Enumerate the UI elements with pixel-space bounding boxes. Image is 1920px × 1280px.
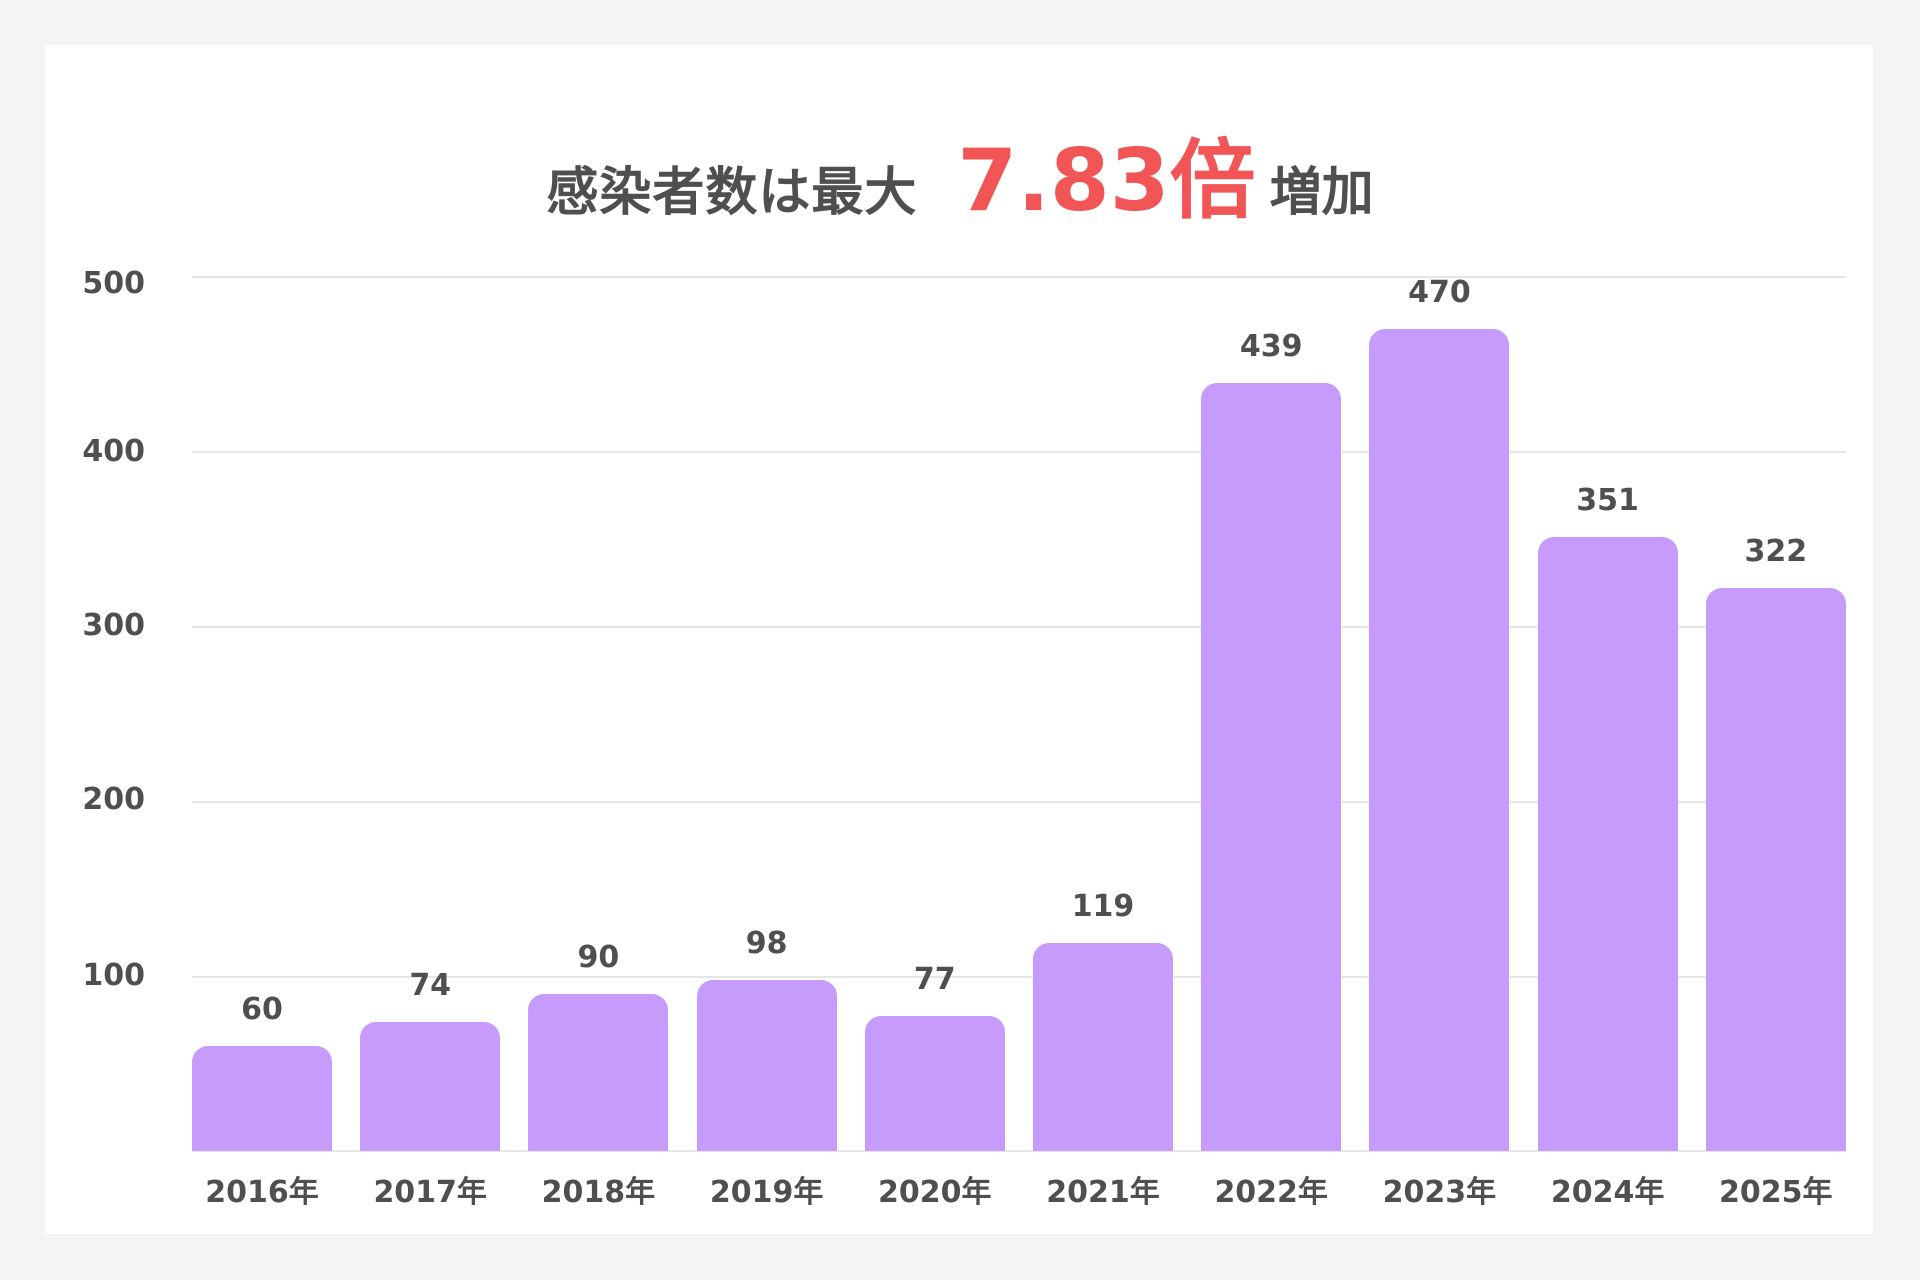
x-label-2016: 2016年 [205, 1175, 319, 1210]
bar-2025 [1705, 587, 1846, 1151]
gridline-200 [192, 801, 1846, 803]
bar-2018 [528, 993, 669, 1151]
x-label-2018: 2018年 [541, 1175, 656, 1210]
bar-2023 [1369, 328, 1510, 1151]
x-label-2021: 2021年 [1046, 1175, 1160, 1210]
value-label-2018: 90 [577, 939, 620, 975]
x-label-2024: 2024年 [1550, 1175, 1665, 1210]
x-axis-baseline [192, 1150, 1846, 1152]
bar-2021 [1033, 942, 1173, 1151]
y-tick-100: 100 [82, 958, 145, 993]
bar-2016 [192, 1046, 332, 1151]
title-prefix: 感染者数は最大 [546, 163, 918, 223]
x-label-2025: 2025年 [1719, 1175, 1833, 1210]
title-highlight-multiplier: 7.83倍 [957, 131, 1256, 231]
title-suffix: 増加 [1269, 163, 1374, 223]
y-tick-400: 400 [82, 434, 145, 469]
gridline-100 [192, 976, 1846, 978]
value-label-2023: 470 [1408, 274, 1471, 310]
bar-2020 [864, 1016, 1005, 1151]
gridline-300 [192, 626, 1846, 628]
x-label-2020: 2020年 [878, 1175, 992, 1210]
value-label-2017: 74 [409, 967, 452, 1003]
value-label-2019: 98 [745, 925, 788, 961]
y-tick-300: 300 [82, 608, 145, 643]
gridline-400 [192, 451, 1846, 453]
value-label-2021: 119 [1071, 888, 1135, 924]
bar-2022 [1201, 382, 1342, 1151]
y-tick-200: 200 [82, 782, 145, 817]
x-label-2022: 2022年 [1214, 1175, 1328, 1210]
x-label-2017: 2017年 [373, 1175, 487, 1210]
value-label-2022: 439 [1239, 328, 1303, 364]
bar-2017 [360, 1021, 501, 1151]
chart-title: 感染者数は最大 7.83倍 増加 [0, 0, 1920, 231]
y-tick-500: 500 [82, 266, 145, 301]
x-label-2023: 2023年 [1382, 1175, 1497, 1210]
bar-2019 [696, 979, 837, 1151]
value-label-2016: 60 [241, 992, 283, 1027]
bar-2024 [1537, 536, 1678, 1151]
value-label-2024: 351 [1576, 482, 1639, 518]
value-label-2020: 77 [913, 962, 956, 998]
gridline-500 [192, 276, 1846, 278]
x-label-2019: 2019年 [709, 1175, 824, 1210]
value-label-2025: 322 [1744, 533, 1808, 569]
